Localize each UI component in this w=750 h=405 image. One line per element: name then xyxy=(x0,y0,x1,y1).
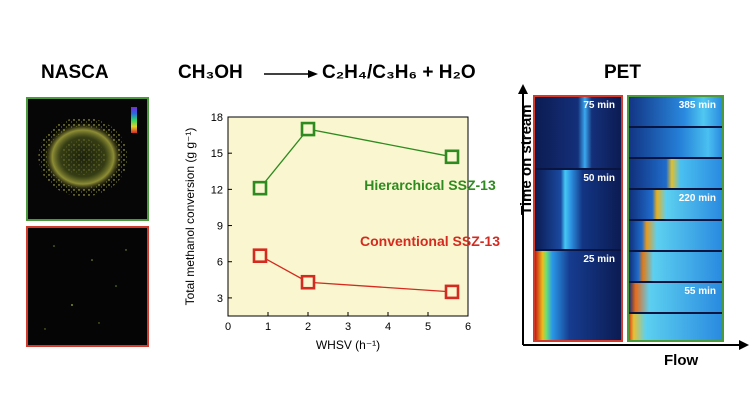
x-tick-label: 0 xyxy=(225,321,231,333)
pet-x-axis-label: Flow xyxy=(664,352,699,369)
x-tick-label: 4 xyxy=(385,321,391,333)
series-label-hierarchical: Hierarchical SSZ-13 xyxy=(364,177,496,193)
nasca-heading: NASCA xyxy=(41,62,109,83)
y-tick-label: 6 xyxy=(217,257,223,269)
pet-hierarchical-strip-6 xyxy=(629,252,722,281)
pet-hierarchical-strip-7: 55 min xyxy=(629,283,722,312)
reaction-arrow xyxy=(264,70,318,78)
x-tick-label: 1 xyxy=(265,321,271,333)
pet-heading: PET xyxy=(604,62,641,83)
pet-hierarchical-frame: 385 min 220 min 55 min xyxy=(627,95,724,342)
x-axis-label: WHSV (h⁻¹) xyxy=(316,338,380,352)
data-point-marker xyxy=(252,248,268,263)
x-tick-label: 6 xyxy=(465,321,471,333)
data-point-marker xyxy=(300,121,316,137)
pet-time-label: 220 min xyxy=(678,193,716,204)
pet-time-label: 50 min xyxy=(583,173,615,184)
pet-time-label: 25 min xyxy=(583,254,615,265)
plot-area xyxy=(227,116,469,317)
data-point-marker xyxy=(300,274,316,290)
y-axis-label: Total methanol conversion (g g⁻¹) xyxy=(183,128,197,306)
y-tick-label: 9 xyxy=(217,221,223,233)
pet-hierarchical-strip-8 xyxy=(629,314,722,340)
y-tick-label: 12 xyxy=(211,184,223,196)
pet-hierarchical-strip-2 xyxy=(629,128,722,157)
data-point-marker xyxy=(444,149,460,165)
pet-hierarchical-strip-3 xyxy=(629,159,722,188)
pet-conventional-frame: 75 min 50 min 25 min xyxy=(533,95,623,342)
y-tick-label: 18 xyxy=(211,112,223,124)
pet-axes xyxy=(518,84,749,350)
pet-time-label: 75 min xyxy=(583,100,615,111)
data-point-marker xyxy=(252,180,268,196)
pet-hierarchical-strip-5 xyxy=(629,221,722,250)
x-tick-label: 2 xyxy=(305,321,311,333)
series-label-conventional: Conventional SSZ-13 xyxy=(360,233,500,249)
nasca-hierarchical-image xyxy=(26,97,149,221)
pet-hierarchical-strip-4: 220 min xyxy=(629,190,722,219)
x-tick-label: 5 xyxy=(425,321,431,333)
pet-conventional-strip-3: 25 min xyxy=(535,251,621,340)
nasca-conventional-image xyxy=(26,226,149,347)
pet-hierarchical-strip-1: 385 min xyxy=(629,97,722,126)
pet-conventional-strip-1: 75 min xyxy=(535,97,621,168)
y-tick-label: 15 xyxy=(211,148,223,160)
pet-time-label: 55 min xyxy=(684,286,716,297)
pet-time-label: 385 min xyxy=(678,100,716,111)
x-tick-label: 3 xyxy=(345,321,351,333)
pet-conventional-strip-2: 50 min xyxy=(535,170,621,249)
reaction-products: C₂H₄/C₃H₆ + H₂O xyxy=(322,62,476,83)
y-tick-label: 3 xyxy=(217,293,223,305)
data-point-marker xyxy=(444,284,460,300)
reaction-reactant: CH₃OH xyxy=(178,62,243,83)
